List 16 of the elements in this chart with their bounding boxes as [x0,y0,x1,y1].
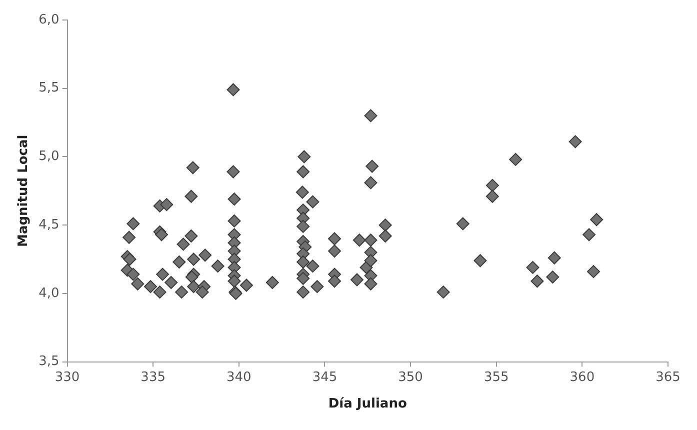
x-tick-label: 365 [656,370,680,385]
x-tick-label: 335 [140,370,166,385]
y-axis-title: Magnitud Local [16,134,32,247]
x-axis-title: Día Juliano [328,396,407,412]
y-tick-label: 4,0 [38,286,60,301]
x-tick-label: 330 [54,370,80,385]
x-tick-label: 350 [398,370,423,385]
y-tick-label: 5,0 [38,149,60,164]
x-tick-label: 355 [484,370,509,385]
y-tick-label: 5,5 [38,80,60,96]
y-tick-label: 3,5 [38,354,60,370]
y-tick-label: 6,0 [38,12,60,28]
x-tick-label: 345 [312,370,338,385]
x-tick-label: 360 [570,370,595,385]
y-tick-label: 4,5 [38,217,60,232]
x-tick-label: 340 [226,370,252,385]
